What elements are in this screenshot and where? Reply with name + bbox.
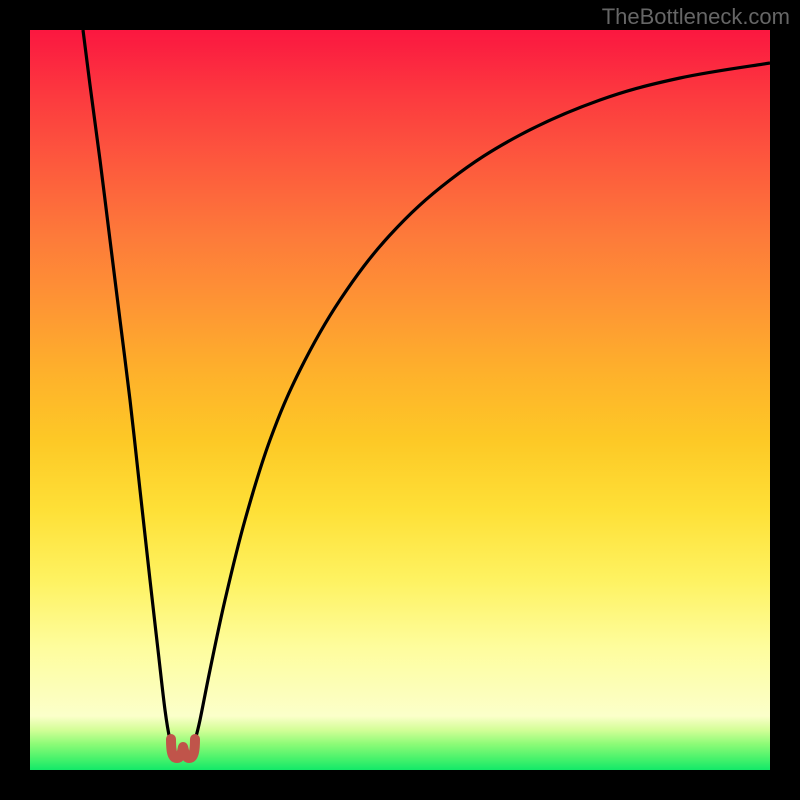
watermark-text: TheBottleneck.com bbox=[602, 4, 790, 30]
chart-svg bbox=[0, 0, 800, 800]
chart-container: TheBottleneck.com bbox=[0, 0, 800, 800]
gradient-area bbox=[30, 30, 770, 716]
green-strip bbox=[30, 716, 770, 772]
